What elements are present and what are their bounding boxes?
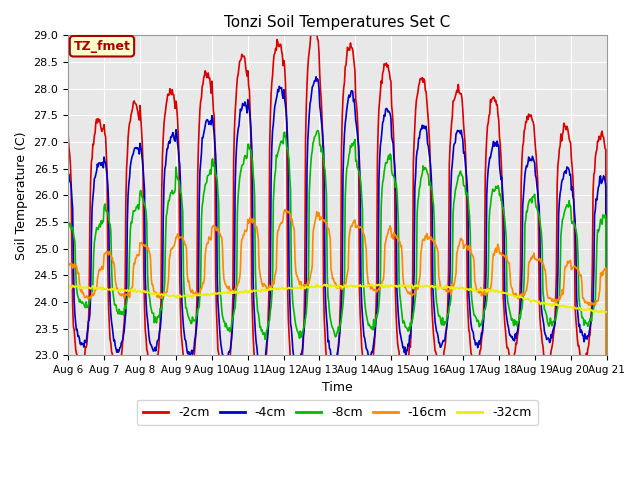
-32cm [212, 291, 220, 297]
-16cm [64, 261, 72, 266]
-2cm [419, 79, 427, 85]
-4cm [212, 171, 220, 177]
-2cm [64, 132, 72, 138]
-4cm [74, 334, 82, 339]
Legend: -2cm, -4cm, -8cm, -16cm, -32cm: -2cm, -4cm, -8cm, -16cm, -32cm [137, 400, 538, 425]
-32cm [603, 309, 611, 315]
-4cm [184, 351, 192, 357]
Y-axis label: Soil Temperature (C): Soil Temperature (C) [15, 131, 28, 260]
-32cm [74, 283, 82, 289]
Line: -4cm: -4cm [68, 77, 607, 480]
-2cm [310, 20, 317, 25]
-4cm [419, 125, 427, 131]
-16cm [129, 266, 137, 272]
Line: -8cm: -8cm [68, 131, 607, 480]
-16cm [74, 271, 82, 276]
-32cm [64, 281, 72, 287]
-2cm [129, 100, 137, 106]
-16cm [212, 228, 220, 233]
-16cm [282, 207, 289, 213]
-32cm [404, 283, 412, 289]
-32cm [129, 289, 137, 295]
Line: -32cm: -32cm [68, 284, 607, 312]
-4cm [404, 348, 412, 353]
-32cm [184, 292, 192, 298]
-2cm [404, 366, 412, 372]
-2cm [74, 358, 82, 364]
-8cm [314, 128, 321, 133]
-8cm [129, 208, 137, 214]
-32cm [313, 281, 321, 287]
-4cm [312, 74, 320, 80]
-8cm [404, 326, 412, 332]
-4cm [64, 171, 72, 177]
-8cm [64, 225, 72, 231]
Line: -2cm: -2cm [68, 23, 607, 480]
-2cm [212, 308, 220, 313]
Line: -16cm: -16cm [68, 210, 607, 480]
-4cm [129, 151, 137, 156]
-8cm [419, 163, 427, 169]
Text: TZ_fmet: TZ_fmet [74, 40, 131, 53]
-2cm [184, 381, 192, 387]
-32cm [419, 284, 427, 290]
Title: Tonzi Soil Temperatures Set C: Tonzi Soil Temperatures Set C [224, 15, 451, 30]
-16cm [404, 288, 412, 294]
-8cm [74, 294, 82, 300]
X-axis label: Time: Time [322, 381, 353, 394]
-32cm [590, 310, 598, 315]
-8cm [212, 174, 220, 180]
-16cm [184, 279, 192, 285]
-16cm [419, 236, 427, 242]
-8cm [184, 312, 192, 318]
